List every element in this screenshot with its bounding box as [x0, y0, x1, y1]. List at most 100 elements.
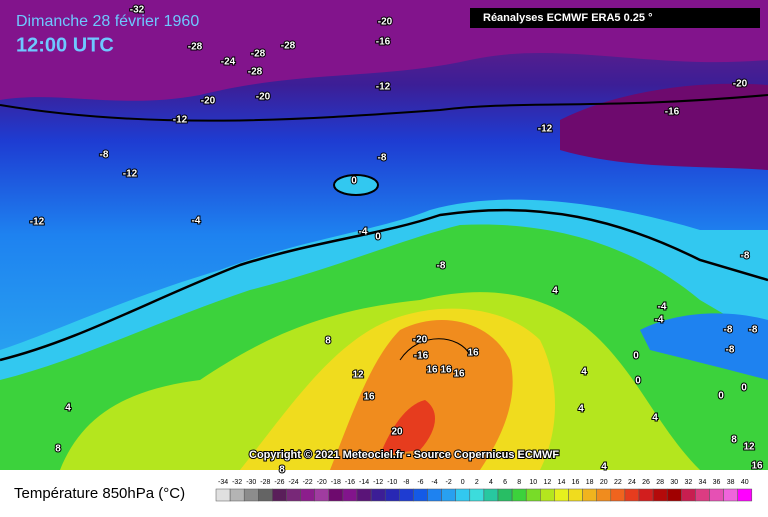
contour-label: -20 [413, 335, 428, 346]
contour-label: -24 [221, 57, 236, 68]
contour-label: 0 [375, 232, 381, 243]
contour-label: 4 [652, 413, 658, 424]
contour-label: 16 [440, 365, 452, 376]
legend-swatch [554, 488, 569, 502]
legend-tick-label: -14 [359, 479, 369, 486]
contour-label: -28 [251, 49, 266, 60]
contour-label: 8 [325, 336, 331, 347]
legend-swatch [413, 488, 428, 502]
contour-label: -4 [192, 216, 201, 227]
legend-swatch [272, 488, 287, 502]
legend-tick-label: 2 [475, 479, 479, 486]
legend-tick-label: 8 [517, 479, 521, 486]
contour-label: -8 [741, 251, 750, 262]
contour-label: -20 [256, 92, 271, 103]
legend-swatch [229, 488, 245, 502]
legend-tick-label: -28 [260, 479, 270, 486]
source: Réanalyses ECMWF ERA5 0.25 ° [483, 12, 652, 24]
legend-tick-label: -24 [288, 479, 298, 486]
legend-tick-label: 0 [461, 479, 465, 486]
contour-label: 16 [467, 348, 479, 359]
contour-label: -4 [658, 302, 667, 313]
contour-label: 16 [453, 369, 465, 380]
legend-tick-label: 28 [656, 479, 664, 486]
contour-label: -12 [123, 169, 138, 180]
legend-tick-label: 40 [741, 479, 749, 486]
legend-tick-label: 16 [572, 479, 580, 486]
contour-label: -28 [248, 67, 263, 78]
legend-swatch [342, 488, 358, 502]
legend-tick-label: 12 [543, 479, 551, 486]
legend-tick-label: 4 [489, 479, 493, 486]
legend-tick-label: -10 [387, 479, 397, 486]
contour-label: -8 [100, 150, 109, 161]
legend-tick-label: -26 [274, 479, 284, 486]
legend-swatch [300, 488, 315, 502]
contour-label: 12 [743, 442, 755, 453]
legend-tick-label: -6 [417, 479, 423, 486]
legend-swatch [328, 488, 344, 502]
legend-tick-label: 18 [586, 479, 594, 486]
copyright: Copyright © 2021 Meteociel.fr - Source C… [249, 449, 559, 461]
legend-tick-label: -16 [345, 479, 355, 486]
legend-tick-label: 6 [503, 479, 507, 486]
legend-swatch [455, 488, 471, 502]
contour-label: -8 [724, 325, 733, 336]
legend-swatch [638, 488, 654, 502]
legend-swatch [286, 488, 301, 502]
legend-swatch [258, 488, 273, 502]
legend-tick-label: -32 [232, 479, 242, 486]
legend-tick-label: 14 [558, 479, 566, 486]
legend-swatch [582, 488, 597, 502]
legend-swatch [681, 488, 696, 502]
legend-tick-label: 32 [684, 479, 692, 486]
contour-label: 4 [601, 462, 607, 473]
contour-label: 0 [635, 376, 641, 387]
contour-label: 0 [351, 176, 357, 187]
legend-tick-label: 36 [713, 479, 721, 486]
legend-tick-label: -12 [373, 479, 383, 486]
legend-swatch [243, 488, 259, 502]
legend-swatch [525, 488, 541, 502]
contour-label: 8 [279, 465, 285, 476]
legend-swatch [370, 488, 386, 502]
legend-swatch [511, 488, 527, 502]
legend-swatch [540, 488, 555, 502]
legend-tick-label: -8 [403, 479, 409, 486]
contour-label: -8 [749, 325, 758, 336]
legend-tick-label: -20 [317, 479, 327, 486]
legend-tick-label: 34 [699, 479, 707, 486]
legend-swatch [568, 488, 583, 502]
contour-label: 4 [581, 367, 587, 378]
contour-label: -8 [378, 153, 387, 164]
legend-title: Température 850hPa (°C) [14, 485, 185, 502]
legend-swatch [723, 488, 738, 502]
legend-tick-label: -4 [431, 479, 437, 486]
contour-label: -8 [437, 261, 446, 272]
legend-tick-label: -18 [331, 479, 341, 486]
legend-swatch [610, 488, 626, 502]
legend-tick-label: -2 [446, 479, 452, 486]
time: 12:00 UTC [16, 34, 114, 56]
contour-label: 20 [391, 427, 403, 438]
legend-tick-label: -30 [246, 479, 256, 486]
legend-swatch [652, 488, 668, 502]
contour-label: -12 [173, 115, 188, 126]
contour-label: 4 [65, 403, 71, 414]
contour-label: -28 [188, 42, 203, 53]
legend-swatch [399, 488, 414, 502]
contour-label: 16 [363, 392, 375, 403]
contour-label: -12 [30, 217, 45, 228]
legend-tick-label: 10 [529, 479, 537, 486]
legend-swatch [624, 488, 640, 502]
date-title: Dimanche 28 février 1960 [16, 13, 199, 30]
legend-tick-label: -34 [218, 479, 228, 486]
contour-label: -16 [665, 107, 680, 118]
contour-label: 16 [426, 365, 438, 376]
contour-label: 0 [718, 391, 724, 402]
contour-label: -4 [655, 315, 664, 326]
contour-label: -8 [726, 345, 735, 356]
contour-label: 16 [751, 461, 763, 472]
legend-swatch [356, 488, 372, 502]
